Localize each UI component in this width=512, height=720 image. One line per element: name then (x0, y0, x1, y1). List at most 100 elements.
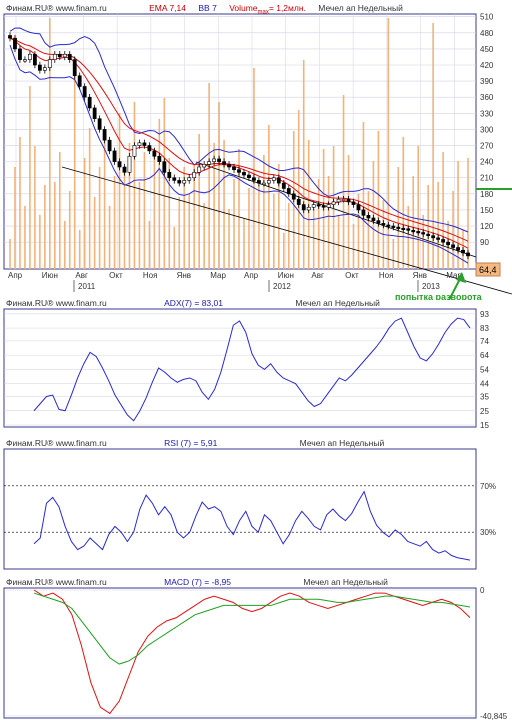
candle-body (311, 204, 316, 208)
y-tick: 25 (480, 407, 489, 416)
ticker-label: Мечел ап Недельный (299, 438, 385, 448)
candle-body (87, 96, 92, 109)
candle-body (276, 177, 281, 184)
candle-body (261, 182, 266, 185)
candle-body (62, 53, 67, 58)
candle-body (8, 35, 12, 39)
price-x-tick: Окт (345, 271, 359, 280)
adx-panel-header: Финам.RU® www.finam.ru ADX(7) = 83,01 Ме… (6, 298, 390, 308)
ticker-label: Мечел ап Недельный (318, 3, 403, 13)
candle-body (222, 161, 226, 165)
candle-body (187, 177, 192, 181)
candle-body (32, 53, 37, 66)
candle-body (247, 174, 251, 179)
price-x-tick: Мар (446, 271, 462, 280)
y-tick: 54 (480, 365, 489, 374)
candle-body (192, 172, 197, 179)
price-x-tick: Июн (278, 271, 294, 280)
candle-body (77, 75, 82, 87)
candle-body (431, 235, 436, 239)
price-x-year: 2011 (78, 282, 96, 291)
candle-body (137, 142, 142, 146)
candle-body (451, 244, 455, 248)
price-y-tick: 90 (480, 238, 489, 247)
candle-body (426, 233, 431, 237)
macd-frame (3, 587, 477, 719)
y-tick: 15 (480, 421, 489, 430)
candle-body (301, 204, 306, 211)
level-label: 70% (480, 482, 496, 491)
candle-body (371, 217, 376, 221)
candle-body (271, 177, 276, 181)
candle-body (207, 161, 212, 165)
y-tick: 35 (480, 393, 489, 402)
candle-body (232, 166, 236, 170)
candle-body (356, 204, 361, 211)
price-x-tick: Ноя (379, 271, 394, 280)
candle-body (466, 252, 470, 257)
candle-body (47, 59, 52, 68)
price-panel: Финам.RU® www.finam.ru EMA 7,14 BB 7 Vol… (0, 0, 512, 300)
series-line-1 (33, 592, 471, 665)
series-line-0 (33, 317, 471, 422)
level-label: 30% (480, 528, 496, 537)
bollinger-upper (9, 27, 469, 233)
candle-body (227, 164, 231, 168)
candle-body (37, 64, 42, 71)
rsi-label: RSI (7) = 5,91 (164, 438, 218, 448)
annotation-label: попытка разворота (395, 292, 483, 300)
candle-body (396, 226, 401, 229)
trendline-lower (61, 166, 512, 295)
macd-label: MACD (7) = -8,95 (164, 577, 231, 587)
last-price-box (475, 262, 501, 277)
price-x-tick: Авг (75, 271, 88, 280)
candle-body (157, 155, 162, 162)
source-label: Финам.RU® www.finam.ru (6, 577, 107, 587)
adx-chart: 93 83 74 64 54 44 35 25 15 (3, 308, 489, 430)
candle-body (341, 198, 346, 202)
y-tick: -40,845 (480, 712, 508, 720)
candle-body (172, 177, 177, 181)
series-line-0 (33, 589, 471, 715)
bb-label: BB 7 (198, 3, 217, 13)
candle-body (316, 204, 321, 207)
candle-body (72, 59, 77, 77)
rsi-chart: 70% 30% (3, 448, 496, 570)
price-x-tick: Янв (177, 271, 191, 280)
price-y-tick: 420 (480, 61, 494, 70)
source-label: Финам.RU® www.finam.ru (6, 438, 107, 448)
price-y-tick: 180 (480, 190, 494, 199)
candle-body (142, 142, 147, 146)
ema-14-line (9, 37, 469, 242)
candle-body (242, 172, 246, 176)
macd-chart: 0 -40,845 (3, 586, 508, 720)
candle-body (102, 129, 107, 141)
candle-body (117, 161, 122, 168)
y-tick: 74 (480, 337, 489, 346)
price-x-tick: Апр (244, 271, 259, 280)
adx-panel: Финам.RU® www.finam.ru ADX(7) = 83,01 Ме… (0, 298, 512, 438)
price-x-tick: Янв (413, 271, 427, 280)
candle-body (296, 198, 301, 205)
candle-body (351, 201, 356, 205)
last-price-label: 64,4 (479, 265, 497, 275)
ema-label: EMA 7,14 (149, 3, 186, 13)
candle-body (13, 37, 17, 50)
price-y-tick: 450 (480, 45, 494, 54)
candle-body (67, 53, 72, 60)
rsi-panel: Финам.RU® www.finam.ru RSI (7) = 5,91 Ме… (0, 436, 512, 576)
candle-body (127, 155, 132, 173)
candle-body (401, 227, 406, 230)
candle-body (331, 201, 336, 205)
volume-prefix: Volume (229, 3, 258, 13)
candle-body (252, 177, 256, 181)
price-y-tick: 300 (480, 125, 494, 134)
candle-body (212, 158, 217, 162)
y-tick: 83 (480, 324, 489, 333)
candle-body (112, 150, 117, 162)
source-label: Финам.RU® www.finam.ru (6, 298, 107, 308)
candle-body (122, 166, 127, 173)
candle-body (281, 182, 286, 189)
candle-body (167, 172, 172, 179)
candle-body (286, 188, 291, 195)
